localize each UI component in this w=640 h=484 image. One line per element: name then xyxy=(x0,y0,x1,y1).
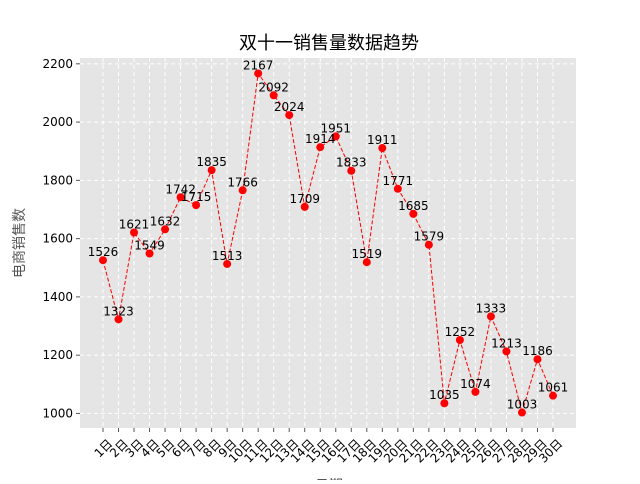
data-label: 1035 xyxy=(429,388,460,402)
data-label: 1549 xyxy=(134,238,165,252)
data-label: 1323 xyxy=(103,304,134,318)
data-point xyxy=(424,240,433,249)
data-point xyxy=(207,166,216,175)
data-point xyxy=(269,91,278,100)
data-label: 1186 xyxy=(522,344,553,358)
data-label: 1061 xyxy=(538,381,569,395)
data-label: 1003 xyxy=(507,398,538,412)
data-label: 1213 xyxy=(491,336,522,350)
data-label: 1333 xyxy=(476,301,507,315)
data-label: 1742 xyxy=(165,182,196,196)
data-point xyxy=(440,399,449,408)
y-tick-label: 1800 xyxy=(42,173,73,187)
data-point xyxy=(223,259,232,268)
data-label: 1951 xyxy=(320,121,351,135)
data-point xyxy=(300,202,309,211)
data-point xyxy=(145,249,154,258)
data-label: 2167 xyxy=(243,58,274,72)
y-tick-label: 1400 xyxy=(42,290,73,304)
data-point xyxy=(455,336,464,345)
data-label: 1766 xyxy=(227,175,258,189)
y-tick-label: 2000 xyxy=(42,115,73,129)
data-point xyxy=(331,132,340,141)
data-label: 1074 xyxy=(460,377,491,391)
data-point xyxy=(285,111,294,120)
data-label: 1513 xyxy=(212,249,243,263)
data-label: 1709 xyxy=(289,192,320,206)
chart-title: 双十一销售量数据趋势 xyxy=(239,33,419,54)
data-label: 2024 xyxy=(274,100,305,114)
data-label: 1835 xyxy=(196,155,227,169)
data-point xyxy=(161,225,170,234)
data-point xyxy=(316,143,325,152)
data-label: 1715 xyxy=(181,190,212,204)
data-point xyxy=(549,391,557,400)
y-tick-label: 1200 xyxy=(42,348,73,362)
data-label: 1914 xyxy=(305,132,336,146)
y-tick-label: 1600 xyxy=(42,232,73,246)
data-point xyxy=(517,408,526,417)
data-point xyxy=(238,186,247,195)
data-point xyxy=(192,201,201,210)
data-point xyxy=(362,258,371,267)
data-point xyxy=(393,184,402,193)
y-axis-label: 电商销售数 xyxy=(12,208,28,278)
data-label: 2092 xyxy=(258,80,289,94)
data-label: 1579 xyxy=(414,230,445,244)
data-label: 1252 xyxy=(445,325,476,339)
data-point xyxy=(409,209,418,218)
data-label: 1685 xyxy=(398,199,429,213)
data-label: 1771 xyxy=(383,174,414,188)
grid-lines xyxy=(80,58,576,428)
data-label: 1519 xyxy=(352,247,383,261)
data-point xyxy=(176,193,185,202)
data-point xyxy=(471,387,480,396)
data-point xyxy=(502,347,511,356)
plot-area xyxy=(80,58,576,428)
data-points xyxy=(99,69,557,417)
data-point xyxy=(99,256,107,265)
data-point xyxy=(114,315,123,324)
data-label: 1911 xyxy=(367,133,398,147)
data-point xyxy=(347,166,356,175)
data-label: 1833 xyxy=(336,156,367,170)
series-line xyxy=(102,72,554,415)
data-label: 1621 xyxy=(119,218,150,232)
data-label: 1632 xyxy=(150,214,181,228)
series-line-group xyxy=(102,72,554,415)
data-point xyxy=(130,228,139,237)
data-label: 1526 xyxy=(88,245,119,259)
y-tick-label: 2200 xyxy=(42,57,73,71)
data-point xyxy=(378,144,387,153)
data-point xyxy=(533,355,542,364)
data-point xyxy=(486,312,495,321)
data-point xyxy=(254,69,263,78)
y-tick-label: 1000 xyxy=(42,406,73,420)
